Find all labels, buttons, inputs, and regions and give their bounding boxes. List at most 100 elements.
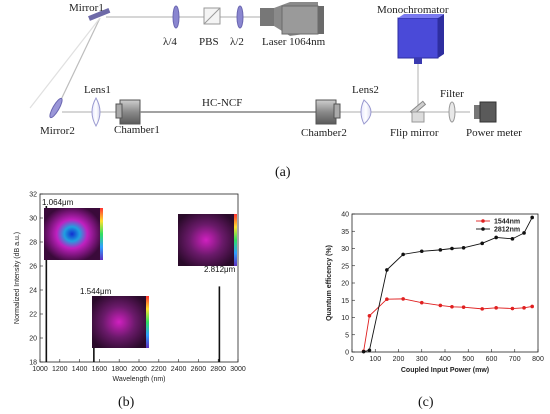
peak-label-2812: 2.812μm xyxy=(204,265,236,274)
y-tick-label: 5 xyxy=(345,332,349,339)
data-point-1544nm xyxy=(367,313,372,318)
y-tick-label: 24 xyxy=(29,288,37,295)
y-axis-label: Normalized Intensity (dB a.u.) xyxy=(14,232,21,324)
lens2 xyxy=(360,99,372,125)
y-tick-label: 40 xyxy=(341,212,349,219)
data-point-1544nm xyxy=(438,303,443,308)
mode-image-1544 xyxy=(92,296,149,348)
data-point-1544nm xyxy=(522,306,526,310)
mirror2 xyxy=(49,97,63,119)
data-point-2812nm xyxy=(494,235,498,240)
label-quarter-wave: λ/4 xyxy=(163,36,177,48)
plot-frame xyxy=(351,213,539,353)
mirror1 xyxy=(88,8,111,21)
data-point-2812nm xyxy=(510,237,515,241)
x-tick-label: 800 xyxy=(532,356,544,363)
series-line-2812nm xyxy=(363,217,533,353)
monochromator-box xyxy=(397,14,444,64)
data-point-1544nm xyxy=(401,297,405,301)
series-line-1544nm xyxy=(363,298,533,352)
data-point-2812nm xyxy=(385,268,389,272)
label-filter: Filter xyxy=(440,88,464,100)
x-tick-label: 2800 xyxy=(210,366,226,373)
label-mirror1: Mirror1 xyxy=(69,2,104,14)
data-point-2812nm xyxy=(401,252,405,257)
y-tick-label: 25 xyxy=(341,263,349,270)
chamber2 xyxy=(315,99,341,125)
x-tick-label: 1200 xyxy=(52,366,68,373)
data-point-1544nm xyxy=(494,306,498,310)
data-point-2812nm xyxy=(438,248,443,252)
y-tick-label: 30 xyxy=(341,246,349,253)
x-tick-label: 2000 xyxy=(131,366,147,373)
x-axis-label: Coupled Input Power (mw) xyxy=(401,367,489,374)
data-point-2812nm xyxy=(367,348,372,353)
x-tick-label: 100 xyxy=(369,356,381,363)
data-point-1544nm xyxy=(530,304,534,309)
x-tick-label: 1400 xyxy=(72,366,88,373)
x-tick-label: 1800 xyxy=(111,366,127,373)
x-tick-label: 1000 xyxy=(32,366,48,373)
label-lens2: Lens2 xyxy=(352,84,379,96)
label-chamber1: Chamber1 xyxy=(114,124,160,136)
data-point-1544nm xyxy=(480,307,484,311)
flip-mirror xyxy=(409,100,427,123)
laser-box xyxy=(260,2,324,36)
x-tick-label: 600 xyxy=(486,356,498,363)
data-point-1544nm xyxy=(385,297,389,302)
y-tick-label: 22 xyxy=(29,312,37,319)
data-point-1544nm xyxy=(450,305,454,309)
pbs-cube xyxy=(203,7,221,25)
x-tick-label: 2400 xyxy=(171,366,187,373)
label-flip-mirror: Flip mirror xyxy=(390,127,439,139)
half-wave-plate xyxy=(236,5,244,29)
label-mirror2: Mirror2 xyxy=(40,125,75,137)
data-point-2812nm xyxy=(461,246,466,250)
y-tick-label: 10 xyxy=(341,315,349,322)
legend-marker xyxy=(481,227,485,231)
filter xyxy=(448,101,456,123)
data-point-1544nm xyxy=(419,300,424,305)
spectrum-chart: 1000 1200 1400 1600 1800 2000 2200 2400 2600 2800… xyxy=(14,192,246,384)
legend-label: 1544nm xyxy=(494,219,520,226)
x-tick-label: 200 xyxy=(393,356,405,363)
data-point-1544nm xyxy=(510,306,515,311)
y-tick-label: 20 xyxy=(341,281,349,288)
caption-a: (a) xyxy=(275,165,291,180)
label-pbs: PBS xyxy=(199,36,219,48)
power-meter xyxy=(474,101,497,123)
x-tick-label: 700 xyxy=(509,356,521,363)
data-point-1544nm xyxy=(461,305,466,309)
label-fiber: HC-NCF xyxy=(202,97,243,109)
x-tick-label: 1600 xyxy=(92,366,108,373)
label-lens1: Lens1 xyxy=(84,84,111,96)
x-tick-label: 2600 xyxy=(191,366,207,373)
mode-image-2812 xyxy=(178,214,237,266)
y-tick-label: 32 xyxy=(29,192,37,199)
label-chamber2: Chamber2 xyxy=(301,127,347,139)
label-laser: Laser 1064nm xyxy=(262,36,326,48)
x-tick-label: 400 xyxy=(439,356,451,363)
mode-image-1064 xyxy=(44,208,103,260)
x-tick-label: 500 xyxy=(462,356,474,363)
x-tick-label: 0 xyxy=(350,356,354,363)
setup-diagram xyxy=(29,2,497,128)
y-tick-label: 26 xyxy=(29,264,37,271)
y-tick-label: 0 xyxy=(345,350,349,357)
legend-marker xyxy=(481,219,485,223)
legend-label: 2812nm xyxy=(494,227,520,234)
x-axis-label: Wavelength (nm) xyxy=(112,376,165,383)
y-tick-label: 20 xyxy=(29,336,37,343)
y-tick-label: 30 xyxy=(29,216,37,223)
quarter-wave-plate xyxy=(172,5,180,29)
peak-label-1544: 1.544μm xyxy=(80,287,112,296)
data-point-2812nm xyxy=(480,241,484,246)
peak-label-1064: 1.064μm xyxy=(42,198,74,207)
y-axis-label: Quantum efficency (%) xyxy=(326,245,333,321)
data-point-2812nm xyxy=(522,231,526,235)
x-tick-label: 3000 xyxy=(230,366,246,373)
data-point-2812nm xyxy=(361,349,366,354)
x-tick-label: 2200 xyxy=(151,366,167,373)
chamber1 xyxy=(115,99,141,125)
y-tick-label: 18 xyxy=(29,360,37,367)
